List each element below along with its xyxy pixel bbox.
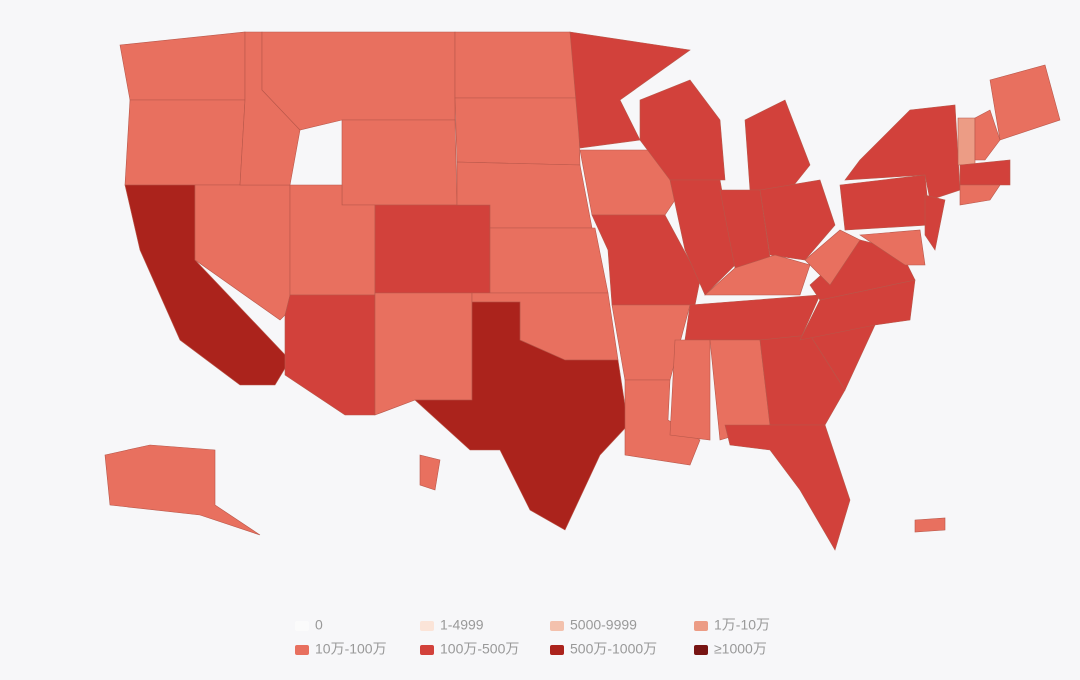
region <box>624 379 701 466</box>
legend-item: 0 <box>295 617 323 633</box>
region <box>669 339 711 441</box>
region <box>804 229 861 286</box>
legend-swatch <box>694 621 708 631</box>
region <box>419 454 441 491</box>
legend-label: ≥1000万 <box>714 641 767 657</box>
legend-label: 100万-500万 <box>440 641 519 657</box>
legend-item: 100万-500万 <box>420 641 519 657</box>
legend-item: 1-4999 <box>420 617 484 633</box>
legend-label: 500万-1000万 <box>570 641 657 657</box>
region <box>959 159 1011 186</box>
region <box>639 79 726 181</box>
region <box>704 254 811 296</box>
legend-item: 5000-9999 <box>550 617 637 633</box>
region <box>489 227 609 294</box>
legend-swatch <box>420 645 434 655</box>
region <box>454 31 579 99</box>
region <box>341 119 458 206</box>
region <box>989 64 1061 141</box>
region <box>759 334 846 426</box>
region <box>724 424 851 551</box>
region <box>839 174 931 231</box>
legend-swatch <box>295 645 309 655</box>
legend-label: 1万-10万 <box>714 617 770 633</box>
legend-swatch <box>550 621 564 631</box>
region <box>669 179 736 296</box>
region <box>284 294 376 416</box>
region <box>569 31 691 149</box>
regions <box>104 31 1061 551</box>
region <box>684 294 821 341</box>
region <box>914 517 946 533</box>
legend-item: ≥1000万 <box>694 641 767 657</box>
legend-label: 1-4999 <box>440 617 484 633</box>
legend-item: 1万-10万 <box>694 617 770 633</box>
legend-label: 0 <box>315 617 323 633</box>
region <box>454 97 581 166</box>
region <box>119 31 246 101</box>
region <box>859 229 926 266</box>
region <box>414 301 629 531</box>
legend-swatch <box>420 621 434 631</box>
legend-item: 10万-100万 <box>295 641 387 657</box>
region <box>744 99 811 191</box>
region <box>261 31 456 131</box>
legend-swatch <box>550 645 564 655</box>
region <box>974 109 1001 161</box>
legend-swatch <box>295 621 309 631</box>
region <box>959 184 1001 206</box>
region <box>844 104 961 201</box>
region <box>924 194 946 251</box>
legend-label: 5000-9999 <box>570 617 637 633</box>
legend-swatch <box>694 645 708 655</box>
legend-item: 500万-1000万 <box>550 641 657 657</box>
region <box>124 99 246 186</box>
legend-label: 10万-100万 <box>315 641 387 657</box>
region <box>104 444 261 536</box>
region <box>374 292 473 416</box>
region <box>374 204 491 294</box>
region <box>759 179 836 261</box>
region <box>957 117 976 166</box>
